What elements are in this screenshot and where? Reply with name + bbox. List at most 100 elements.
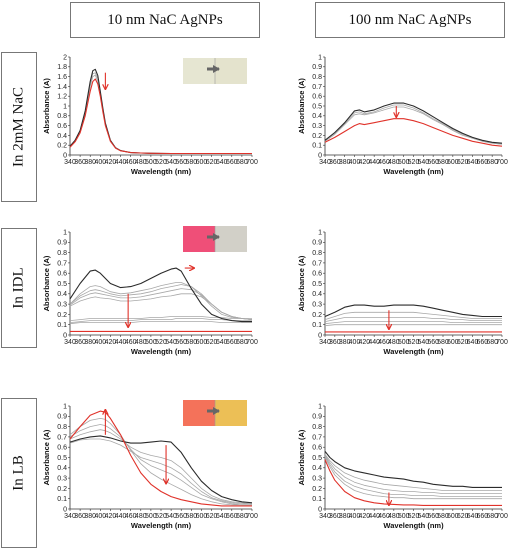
x-tick-label: 400 xyxy=(349,339,361,346)
y-tick-label: 0.3 xyxy=(57,476,67,483)
x-tick-label: 640 xyxy=(216,159,228,166)
y-tick-label: 0.2 xyxy=(312,486,322,493)
y-tick-label: 0.5 xyxy=(312,281,322,288)
x-tick-label: 660 xyxy=(226,513,238,520)
x-tick-label: 480 xyxy=(388,513,400,520)
row-header-nac: In 2mM NaC xyxy=(1,52,37,202)
y-tick-label: 0.7 xyxy=(57,260,67,267)
y-tick-label: 0.1 xyxy=(57,496,67,503)
swatch-before xyxy=(183,58,215,84)
x-tick-label: 560 xyxy=(427,159,439,166)
y-tick-label: 0.4 xyxy=(312,465,322,472)
y-tick-label: 1.6 xyxy=(57,74,67,81)
spectrum-line-dark xyxy=(69,435,253,504)
x-tick-label: 500 xyxy=(145,339,157,346)
y-tick-label: 0.5 xyxy=(312,455,322,462)
x-tick-label: 440 xyxy=(115,513,127,520)
x-tick-label: 500 xyxy=(398,513,410,520)
x-tick-label: 420 xyxy=(105,159,117,166)
chart-panel-p31: 3403603804004204404604805005205405605806… xyxy=(42,400,258,530)
x-tick-label: 680 xyxy=(236,339,248,346)
y-tick-label: 1 xyxy=(318,403,322,410)
spectrum-line-grey xyxy=(324,454,502,491)
x-axis-label: Wavelength (nm) xyxy=(383,167,444,176)
y-tick-label: 0.5 xyxy=(57,455,67,462)
x-axis-label: Wavelength (nm) xyxy=(383,521,444,530)
y-tick-label: 0.8 xyxy=(57,424,67,431)
x-tick-label: 660 xyxy=(226,339,238,346)
y-tick-label: 0.2 xyxy=(57,486,67,493)
color-swatch-inset xyxy=(183,226,247,252)
x-tick-label: 460 xyxy=(125,159,137,166)
spectrum-line-dark xyxy=(324,304,502,318)
y-tick-label: 0.6 xyxy=(312,445,322,452)
color-swatch-inset xyxy=(183,400,247,426)
y-tick-label: 0.7 xyxy=(312,84,322,91)
x-tick-label: 700 xyxy=(496,513,508,520)
x-tick-label: 540 xyxy=(417,339,429,346)
column-header-100nm: 100 nm NaC AgNPs xyxy=(315,2,505,38)
x-tick-label: 360 xyxy=(329,513,341,520)
x-tick-label: 600 xyxy=(196,159,208,166)
x-tick-label: 360 xyxy=(329,159,341,166)
x-tick-label: 620 xyxy=(457,513,469,520)
x-tick-label: 520 xyxy=(155,339,167,346)
x-tick-label: 700 xyxy=(246,159,258,166)
y-tick-label: 0.2 xyxy=(312,312,322,319)
y-tick-label: 0.3 xyxy=(312,123,322,130)
y-tick-label: 0.9 xyxy=(312,64,322,71)
x-tick-label: 600 xyxy=(196,513,208,520)
spectrum-line-grey xyxy=(69,429,253,505)
x-tick-label: 600 xyxy=(447,339,459,346)
x-tick-label: 620 xyxy=(206,513,218,520)
spectrum-line-grey xyxy=(69,293,253,320)
y-tick-label: 0.2 xyxy=(57,143,67,150)
swatch-after xyxy=(215,400,247,426)
y-axis-label: Absorbance (A) xyxy=(42,429,51,485)
x-tick-label: 520 xyxy=(155,159,167,166)
y-tick-label: 1 xyxy=(63,229,67,236)
x-tick-label: 460 xyxy=(378,339,390,346)
x-tick-label: 660 xyxy=(476,513,488,520)
x-tick-label: 460 xyxy=(125,339,137,346)
swatch-before xyxy=(183,226,215,252)
y-tick-label: 0.4 xyxy=(312,113,322,120)
x-tick-label: 460 xyxy=(378,159,390,166)
x-tick-label: 360 xyxy=(74,513,86,520)
x-tick-label: 600 xyxy=(196,339,208,346)
x-tick-label: 580 xyxy=(437,159,449,166)
x-tick-label: 660 xyxy=(226,159,238,166)
x-tick-label: 580 xyxy=(437,513,449,520)
y-tick-label: 0.6 xyxy=(57,123,67,130)
x-tick-label: 340 xyxy=(319,513,331,520)
spectrum-line-grey xyxy=(69,284,253,320)
y-axis-label: Absorbance (A) xyxy=(42,78,51,134)
x-tick-label: 620 xyxy=(457,159,469,166)
x-tick-label: 380 xyxy=(84,159,96,166)
y-tick-label: 0 xyxy=(318,332,322,339)
x-tick-label: 460 xyxy=(378,513,390,520)
spectrum-line-dark xyxy=(324,450,502,488)
y-tick-label: 0.1 xyxy=(312,496,322,503)
y-axis-label: Absorbance (A) xyxy=(297,255,306,311)
y-tick-label: 0.6 xyxy=(57,271,67,278)
spectrum-line-grey xyxy=(324,317,502,322)
x-tick-label: 560 xyxy=(427,339,439,346)
y-tick-label: 0.8 xyxy=(312,250,322,257)
spectrum-line-grey xyxy=(69,72,252,154)
y-tick-label: 0.9 xyxy=(57,414,67,421)
x-tick-label: 580 xyxy=(185,159,197,166)
y-tick-label: 0.8 xyxy=(57,113,67,120)
y-tick-label: 0.2 xyxy=(57,312,67,319)
x-tick-label: 560 xyxy=(175,159,187,166)
y-tick-label: 0.2 xyxy=(312,133,322,140)
spectrum-line-grey xyxy=(324,455,502,495)
y-tick-label: 1.8 xyxy=(57,64,67,71)
spectrum-line-red xyxy=(324,118,503,147)
chart-panel-p32: 3403603804004204404604805005205405605806… xyxy=(297,403,508,530)
y-tick-label: 0.8 xyxy=(57,250,67,257)
y-tick-label: 0.7 xyxy=(57,434,67,441)
y-tick-label: 0.8 xyxy=(312,74,322,81)
x-tick-label: 700 xyxy=(496,339,508,346)
